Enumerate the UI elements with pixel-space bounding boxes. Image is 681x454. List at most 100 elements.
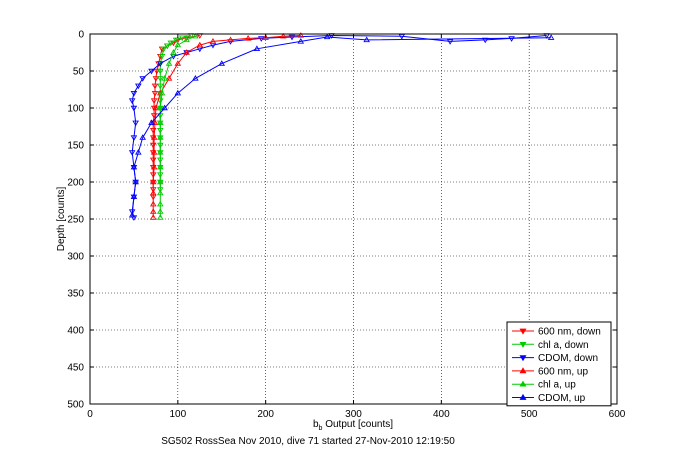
y-tick-label: 400: [67, 326, 84, 337]
x-tick-label: 300: [345, 409, 362, 420]
data-point: [547, 34, 555, 40]
data-point: [128, 98, 136, 104]
data-point: [156, 163, 164, 170]
data-point: [128, 211, 136, 218]
data-point: [218, 60, 226, 66]
y-tick-label: 200: [67, 178, 84, 189]
legend-label: chl a, down: [538, 340, 589, 351]
data-point: [130, 163, 138, 170]
data-point: [149, 208, 157, 214]
data-point: [156, 208, 164, 214]
data-point: [150, 134, 158, 140]
y-axis-ticks: 0 50 100 150 200 250 300 350 400 450 500: [67, 30, 617, 411]
x-tick-label: 500: [521, 409, 538, 420]
x-axis-label: bb Output [counts]: [313, 419, 393, 432]
series-line: [131, 36, 552, 216]
data-point: [156, 83, 164, 90]
y-tick-label: 250: [67, 215, 84, 226]
grid-lines: [90, 34, 617, 404]
y-tick-label: 450: [67, 363, 84, 374]
series-line: [131, 34, 547, 218]
x-tick-label: 100: [169, 409, 186, 420]
data-point: [192, 75, 199, 81]
legend-swatch-marker: [519, 355, 527, 362]
data-point: [183, 36, 190, 43]
data-point: [139, 76, 146, 82]
data-point: [170, 49, 177, 55]
data-point: [128, 150, 136, 156]
y-tick-label: 300: [67, 252, 84, 263]
x-tick-label: 600: [609, 409, 626, 420]
data-point: [156, 134, 164, 140]
data-point: [152, 104, 160, 111]
y-tick-label: 100: [67, 104, 84, 115]
data-point: [156, 68, 164, 75]
legend-box: [506, 321, 612, 407]
x-axis-label-subscript: b: [319, 425, 323, 432]
data-point: [174, 60, 182, 66]
data-point: [135, 149, 142, 155]
y-tick-label: 0: [78, 30, 84, 41]
x-axis-label-rest: Output [counts]: [322, 419, 393, 430]
data-point: [150, 105, 158, 112]
data-point: [156, 200, 164, 207]
data-point: [257, 36, 265, 42]
data-point: [148, 68, 155, 75]
x-tick-label: 400: [433, 409, 450, 420]
data-point: [160, 46, 168, 53]
data-point: [151, 90, 159, 97]
series-5: [128, 33, 555, 218]
data-point: [156, 189, 164, 196]
legend: 600 nm, down chl a, down CDOM, down 600 nm,…: [506, 321, 612, 407]
data-point: [446, 39, 454, 45]
x-tick-label: 200: [257, 409, 274, 420]
data-point: [149, 189, 157, 196]
data-series: [128, 32, 555, 221]
data-point: [178, 35, 186, 42]
data-point: [153, 68, 161, 75]
data-point: [363, 36, 370, 43]
data-point: [132, 120, 139, 127]
y-tick-label: 500: [67, 400, 84, 411]
data-point: [165, 75, 173, 81]
data-point: [164, 43, 171, 50]
data-point: [156, 149, 164, 155]
y-tick-label: 350: [67, 289, 84, 300]
legend-label: CDOM, up: [538, 393, 586, 404]
data-point: [130, 193, 138, 200]
data-point: [183, 49, 190, 55]
data-point: [174, 89, 182, 96]
data-point: [132, 178, 139, 185]
data-point: [150, 149, 158, 155]
data-point: [156, 178, 164, 185]
data-point: [174, 41, 182, 48]
legend-label: 600 nm, down: [538, 327, 601, 338]
data-point: [135, 83, 142, 90]
data-point: [253, 45, 261, 51]
data-point: [262, 34, 269, 40]
data-point: [297, 32, 305, 38]
legend-swatch-marker: [519, 341, 527, 348]
data-point: [149, 200, 157, 207]
data-point: [128, 209, 136, 215]
data-point: [149, 178, 157, 185]
data-point: [149, 172, 157, 178]
x-axis-label-main: b: [313, 419, 319, 430]
legend-swatch-marker: [519, 367, 527, 374]
data-point: [196, 41, 204, 48]
data-point: [297, 38, 305, 44]
data-point: [156, 104, 164, 111]
data-point: [508, 36, 515, 42]
data-point: [150, 163, 158, 170]
data-point: [183, 35, 190, 42]
series-4: [156, 32, 199, 220]
data-point: [156, 214, 164, 220]
legend-swatch-marker: [519, 380, 527, 387]
data-point: [172, 37, 180, 44]
data-point: [151, 119, 159, 126]
data-point: [209, 38, 217, 44]
data-point: [192, 32, 199, 39]
data-point: [227, 36, 234, 43]
legend-swatch-marker: [519, 393, 527, 400]
